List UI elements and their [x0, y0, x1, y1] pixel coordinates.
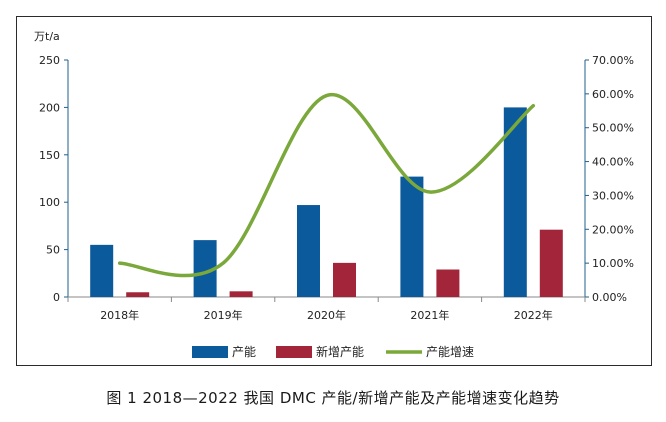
bar-capacity: [90, 244, 114, 297]
bar-new-capacity: [229, 291, 253, 297]
right-tick-label: 30.00%: [592, 189, 634, 202]
chart-svg: 0 50 100 150 200 250 0.00% 10.00% 20.00% 30.00% 40…: [34, 30, 634, 359]
legend-swatch-1: [276, 346, 312, 358]
left-tick-label: 150: [39, 149, 60, 162]
left-tick-label: 100: [39, 196, 60, 209]
left-axis-unit: 万t/a: [34, 30, 60, 43]
right-tick-label: 0.00%: [592, 291, 627, 304]
left-tick-label: 200: [39, 101, 60, 114]
left-tick-label: 0: [53, 291, 60, 304]
legend-label-0: 产能: [232, 345, 256, 359]
left-tick-label: 250: [39, 54, 60, 67]
bar-capacity: [193, 240, 217, 297]
x-tick-label: 2020年: [307, 308, 346, 322]
bar-new-capacity: [539, 229, 563, 297]
x-tick-label: 2019年: [204, 308, 243, 322]
growth-rate-line: [117, 93, 536, 278]
right-tick-label: 50.00%: [592, 122, 634, 135]
right-tick-label: 20.00%: [592, 223, 634, 236]
chart-frame: [16, 16, 652, 366]
right-tick-label: 40.00%: [592, 156, 634, 169]
bar-new-capacity: [436, 269, 460, 297]
right-tick-label: 10.00%: [592, 257, 634, 270]
legend-label-1: 新增产能: [316, 344, 364, 359]
bar-new-capacity: [333, 262, 356, 297]
x-tick-label: 2021年: [410, 308, 449, 322]
bar-new-capacity: [126, 292, 150, 297]
bar-capacity: [503, 107, 527, 298]
x-tick-label: 2022年: [514, 308, 553, 322]
bar-capacity: [297, 205, 320, 297]
figure-caption: 图 1 2018—2022 我国 DMC 产能/新增产能及产能增速变化趋势: [106, 389, 560, 407]
left-tick-label: 50: [46, 244, 60, 257]
right-tick-label: 70.00%: [592, 54, 634, 67]
right-tick-label: 60.00%: [592, 88, 634, 101]
legend-label-2: 产能增速: [426, 345, 474, 359]
x-tick-label: 2018年: [100, 308, 139, 322]
bar-capacity: [400, 176, 424, 297]
legend-swatch-0: [192, 346, 228, 358]
